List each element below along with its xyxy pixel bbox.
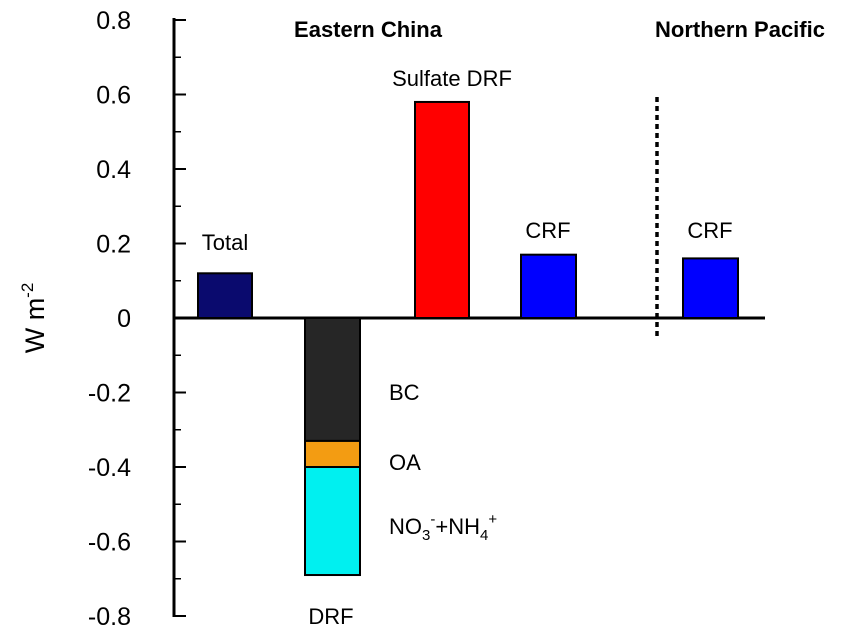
bar-segment-oa bbox=[304, 439, 361, 468]
y-axis-label: W m-2 bbox=[18, 283, 50, 354]
y-tick-label: 0.6 bbox=[96, 82, 131, 110]
tick-layer: 0.8 0.6 0.4 0.2 0 -0.2 -0.4 -0.6 -0.8 bbox=[88, 7, 186, 631]
y-axis-label-sup: -2 bbox=[18, 283, 37, 298]
y-tick-label: -0.4 bbox=[88, 454, 131, 482]
bar-crf-np bbox=[682, 257, 739, 319]
bar-label-crf-eastern-china: CRF bbox=[525, 218, 570, 243]
segment-label-bc: BC bbox=[389, 380, 420, 405]
y-tick-label: 0.8 bbox=[96, 7, 131, 35]
y-tick-label: -0.8 bbox=[88, 603, 131, 631]
y-tick-label: -0.2 bbox=[88, 380, 131, 408]
y-tick-label: 0 bbox=[117, 305, 131, 333]
bar-label-sulfate-drf: Sulfate DRF bbox=[392, 66, 512, 91]
bar-segment-bc bbox=[304, 317, 361, 442]
panel-title-eastern-china: Eastern China bbox=[294, 17, 443, 42]
bar-label-drf: DRF bbox=[308, 604, 353, 629]
y-tick-label: -0.6 bbox=[88, 529, 131, 557]
bar-layer bbox=[197, 100, 739, 577]
bar-crf-ec bbox=[520, 253, 577, 320]
y-tick-label: 0.4 bbox=[96, 156, 131, 184]
y-tick-label: 0.2 bbox=[96, 231, 131, 259]
segment-label-no3-nh4: NO3-+NH4+ bbox=[389, 511, 497, 544]
bar-segment-no3nh4 bbox=[304, 466, 361, 577]
bar-label-crf-northern-pacific: CRF bbox=[687, 218, 732, 243]
y-axis-label-main: W m bbox=[20, 298, 50, 353]
bar-sulfate bbox=[414, 100, 470, 319]
bar-label-total: Total bbox=[202, 230, 248, 255]
bar-total bbox=[197, 272, 253, 319]
segment-label-oa: OA bbox=[389, 450, 421, 475]
panel-title-northern-pacific: Northern Pacific bbox=[655, 17, 825, 42]
